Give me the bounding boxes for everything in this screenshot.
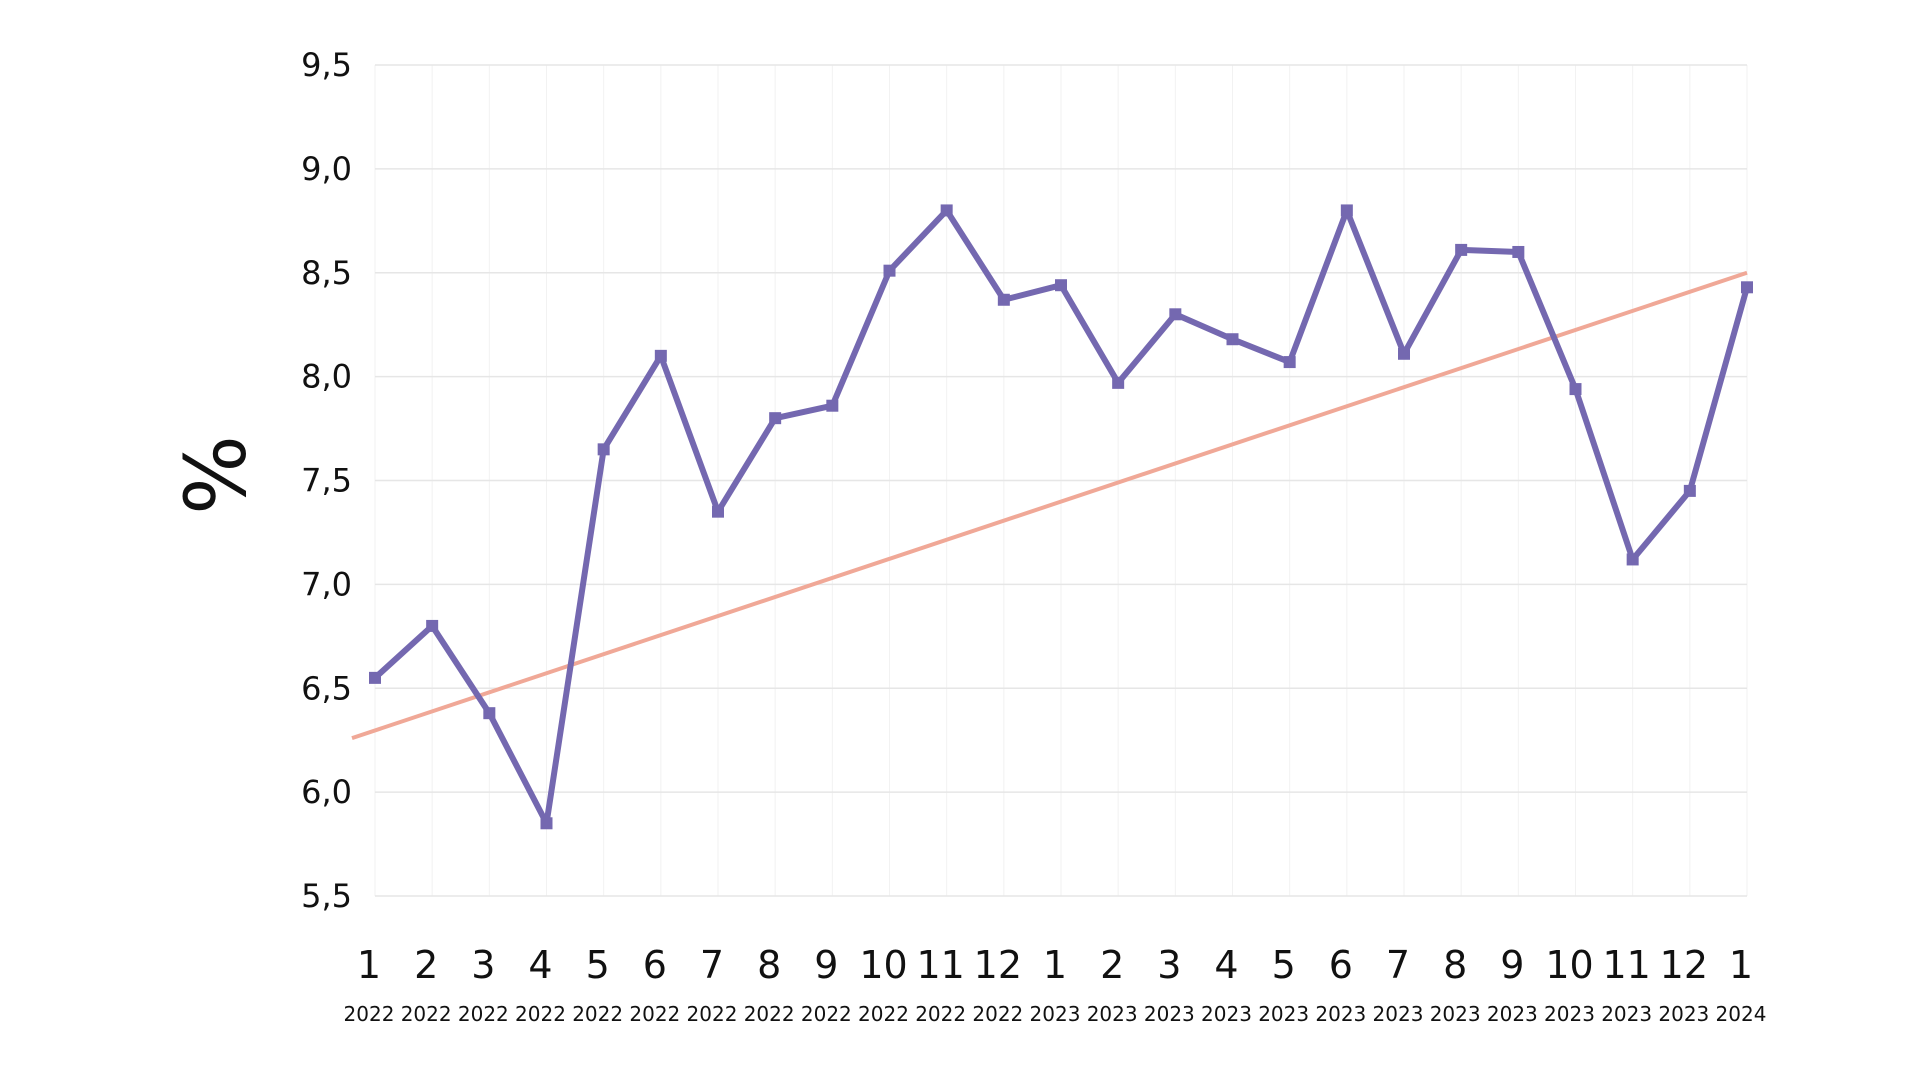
x-tick-month-label: 12 xyxy=(974,943,1022,987)
x-tick-month-label: 1 xyxy=(1729,943,1753,987)
x-tick-month-label: 7 xyxy=(700,943,724,987)
y-tick-label: 6,0 xyxy=(301,773,352,811)
data-point-marker xyxy=(826,399,839,412)
x-tick-month-label: 4 xyxy=(528,943,552,987)
x-tick-year-label: 2024 xyxy=(1716,1002,1767,1026)
x-tick-year-label: 2022 xyxy=(629,1002,680,1026)
x-tick-year-label: 2023 xyxy=(1430,1002,1481,1026)
y-tick-label: 8,5 xyxy=(301,254,352,292)
x-tick-month-label: 6 xyxy=(1329,943,1353,987)
trendline xyxy=(351,270,1748,741)
data-point-marker xyxy=(712,505,724,518)
series-layer xyxy=(369,204,1753,830)
data-point-marker xyxy=(883,264,896,277)
data-point-marker xyxy=(654,349,667,362)
data-point-marker xyxy=(1512,245,1525,258)
x-tick-month-label: 12 xyxy=(1660,943,1708,987)
x-tick-year-label: 2022 xyxy=(801,1002,852,1026)
grid xyxy=(374,64,1748,897)
x-tick-year-label: 2023 xyxy=(1601,1002,1652,1026)
x-tick-month-label: 2 xyxy=(414,943,438,987)
x-tick-month-label: 9 xyxy=(814,943,838,987)
x-tick-month-label: 5 xyxy=(1272,943,1296,987)
y-axis-tick-labels: 9,5 9,0 8,5 8,0 7,5 7,0 6,5 6,0 5,5 xyxy=(301,46,352,915)
y-tick-label: 8,0 xyxy=(301,358,352,396)
x-tick-year-label: 2022 xyxy=(744,1002,795,1026)
data-point-marker xyxy=(1683,484,1696,497)
data-point-marker xyxy=(426,619,439,632)
x-tick-month-label: 1 xyxy=(357,943,381,987)
data-point-marker xyxy=(1226,333,1239,346)
y-tick-label: 6,5 xyxy=(301,669,352,707)
x-tick-year-label: 2023 xyxy=(1487,1002,1538,1026)
data-point-marker xyxy=(1455,243,1468,256)
x-tick-year-label: 2022 xyxy=(515,1002,566,1026)
x-tick-year-label: 2022 xyxy=(687,1002,738,1026)
data-point-marker xyxy=(1169,308,1182,321)
x-tick-month-label: 6 xyxy=(643,943,667,987)
x-tick-month-label: 2 xyxy=(1100,943,1124,987)
data-point-marker xyxy=(769,412,782,425)
x-tick-year-label: 2022 xyxy=(458,1002,509,1026)
x-tick-month-label: 8 xyxy=(757,943,781,987)
data-point-marker xyxy=(1340,204,1353,217)
x-tick-year-label: 2023 xyxy=(1315,1002,1366,1026)
trendline-layer xyxy=(351,270,1748,741)
x-tick-year-label: 2023 xyxy=(1658,1002,1709,1026)
data-point-marker xyxy=(540,817,553,830)
y-axis-title: % xyxy=(167,435,265,515)
data-point-marker xyxy=(1398,347,1410,360)
data-point-marker xyxy=(1569,383,1582,396)
data-point-marker xyxy=(1741,281,1753,294)
data-point-marker xyxy=(1112,376,1125,389)
y-tick-label: 7,5 xyxy=(301,462,352,500)
x-tick-year-label: 2023 xyxy=(1544,1002,1595,1026)
x-axis-tick-labels: 1 2022 2 2022 3 2022 4 2022 5 2022 6 2022 7 2022 8 2022… xyxy=(344,943,1767,1026)
x-tick-year-label: 2022 xyxy=(401,1002,452,1026)
x-tick-year-label: 2023 xyxy=(1201,1002,1252,1026)
y-tick-label: 7,0 xyxy=(301,565,352,603)
x-tick-month-label: 3 xyxy=(1157,943,1181,987)
x-tick-month-label: 9 xyxy=(1500,943,1524,987)
data-point-marker xyxy=(1283,356,1296,369)
y-tick-label: 9,0 xyxy=(301,150,352,188)
x-tick-year-label: 2022 xyxy=(972,1002,1023,1026)
x-tick-month-label: 10 xyxy=(1545,943,1593,987)
x-tick-year-label: 2022 xyxy=(915,1002,966,1026)
y-tick-label: 5,5 xyxy=(301,877,352,915)
x-tick-month-label: 8 xyxy=(1443,943,1467,987)
y-tick-label: 9,5 xyxy=(301,46,352,84)
x-tick-month-label: 11 xyxy=(916,943,964,987)
x-tick-month-label: 1 xyxy=(1043,943,1067,987)
data-point-marker xyxy=(940,204,953,217)
data-point-marker xyxy=(1055,279,1067,292)
x-tick-year-label: 2022 xyxy=(858,1002,909,1026)
data-point-marker xyxy=(369,671,381,684)
x-tick-year-label: 2023 xyxy=(1373,1002,1424,1026)
x-tick-year-label: 2022 xyxy=(572,1002,623,1026)
x-tick-year-label: 2023 xyxy=(1258,1002,1309,1026)
x-tick-month-label: 10 xyxy=(859,943,907,987)
data-point-marker xyxy=(597,443,610,456)
x-tick-year-label: 2023 xyxy=(1030,1002,1081,1026)
data-point-marker xyxy=(1626,553,1639,566)
data-point-marker xyxy=(997,293,1010,306)
x-tick-month-label: 4 xyxy=(1214,943,1238,987)
data-point-marker xyxy=(483,707,496,720)
x-tick-year-label: 2023 xyxy=(1087,1002,1138,1026)
x-tick-month-label: 7 xyxy=(1386,943,1410,987)
x-tick-year-label: 2023 xyxy=(1144,1002,1195,1026)
x-tick-year-label: 2022 xyxy=(344,1002,395,1026)
x-tick-month-label: 3 xyxy=(471,943,495,987)
x-tick-month-label: 5 xyxy=(586,943,610,987)
x-tick-month-label: 11 xyxy=(1602,943,1650,987)
